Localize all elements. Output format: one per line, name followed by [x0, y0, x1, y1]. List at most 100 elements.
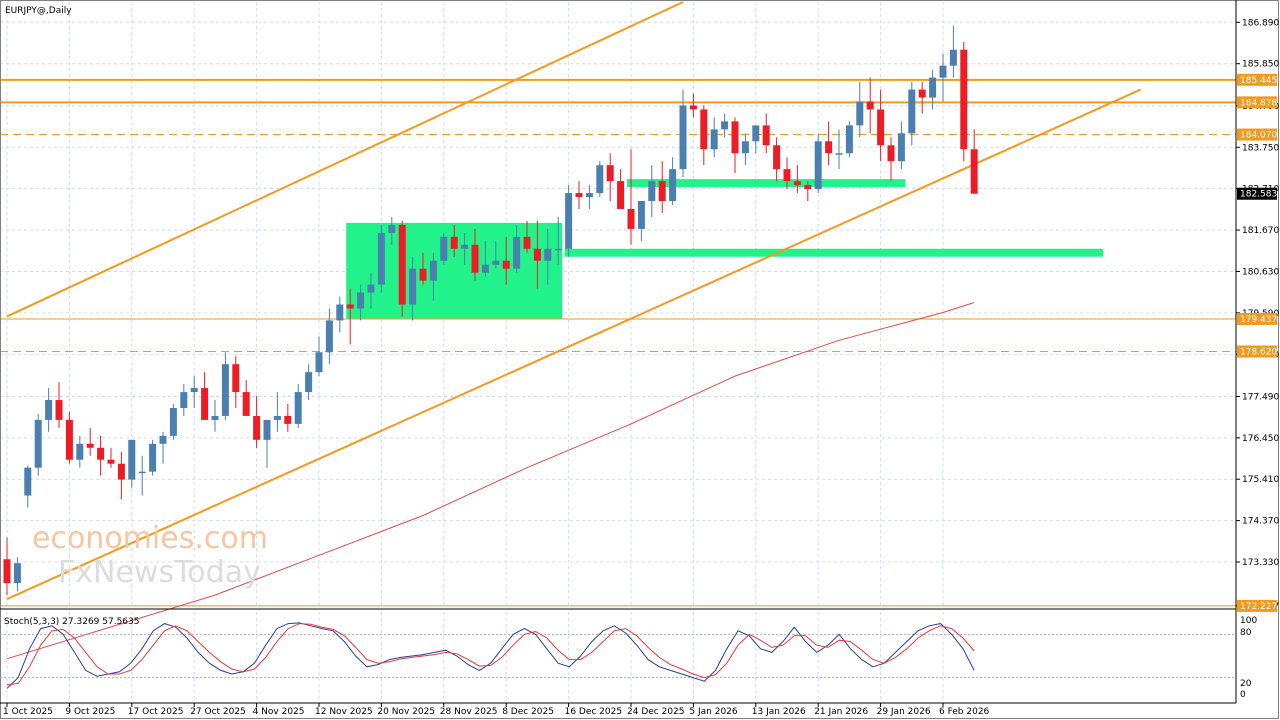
candle: [617, 169, 625, 209]
candlesticks: [3, 25, 978, 596]
candle-body: [180, 392, 188, 408]
candle: [752, 125, 760, 154]
candle-body: [908, 89, 916, 134]
candle: [960, 41, 968, 162]
candle: [575, 181, 583, 209]
stoch-axis-label: 20: [1240, 679, 1252, 689]
candle-body: [700, 109, 708, 150]
candle-body: [253, 415, 261, 440]
price-tag-label: 172.227: [1240, 602, 1277, 612]
candle-body: [669, 169, 677, 202]
candle: [596, 161, 604, 198]
candle-body: [429, 260, 437, 281]
candle: [409, 256, 417, 321]
candle-body: [357, 292, 365, 309]
candle: [367, 272, 375, 309]
candle-body: [773, 145, 781, 170]
candle: [45, 388, 53, 432]
candle: [825, 121, 833, 166]
candle-body: [409, 268, 417, 305]
candle-body: [502, 260, 510, 269]
watermark-line2: FxNewsToday: [58, 555, 261, 590]
candle: [65, 411, 73, 464]
x-tick-label: 21 Jan 2026: [814, 707, 868, 717]
candle-body: [232, 364, 240, 393]
candle-body: [741, 141, 749, 154]
candle: [866, 77, 874, 134]
price-tag-label: 184.070: [1240, 131, 1277, 141]
candle-body: [804, 185, 812, 190]
candle: [253, 396, 261, 448]
candle-body: [221, 364, 229, 416]
price-tag: [1237, 312, 1277, 325]
chart-title: EURJPY@,Daily: [5, 6, 72, 16]
candle-body: [97, 447, 105, 460]
price-tags: 185.445 184.878 184.070 179.437 178.620 172.2…: [1237, 73, 1277, 612]
candle: [388, 216, 396, 245]
candle-body: [336, 304, 344, 321]
candle-body: [325, 320, 333, 353]
candle-body: [877, 109, 885, 146]
candle: [76, 435, 84, 468]
candle-body: [367, 284, 375, 293]
candle: [305, 364, 313, 401]
candle-body: [783, 169, 791, 182]
candle-body: [107, 459, 115, 464]
candle-body: [377, 232, 385, 285]
candle-body: [305, 372, 313, 393]
candle-body: [3, 559, 11, 584]
candle-body: [34, 419, 42, 468]
candle: [845, 121, 853, 158]
stoch-axis-label: 80: [1240, 628, 1252, 638]
candle-body: [242, 392, 250, 416]
y-tick-label: 183.750: [1242, 143, 1279, 153]
candle-body: [825, 141, 833, 154]
candle: [97, 435, 105, 476]
candle-body: [679, 105, 687, 170]
y-tick-label: 175.410: [1242, 475, 1279, 485]
candle: [710, 117, 718, 158]
candle: [783, 157, 791, 190]
x-tick-label: 8 Dec 2025: [502, 707, 554, 717]
time-axis: 1 Oct 2025 9 Oct 2025 17 Oct 2025 27 Oct 20…: [3, 703, 990, 717]
sma-line: [6, 302, 975, 660]
candle: [929, 69, 937, 110]
candle: [700, 105, 708, 166]
price-tag-label: 182.583: [1240, 190, 1277, 200]
y-tick-label: 186.890: [1242, 18, 1279, 28]
candle-body: [13, 563, 21, 584]
candle: [34, 413, 42, 476]
candle-body: [190, 388, 198, 393]
candle-body: [949, 49, 957, 66]
candle: [201, 372, 209, 420]
candle: [429, 252, 437, 301]
candle-body: [65, 419, 73, 460]
candle: [773, 137, 781, 182]
candle: [897, 121, 905, 170]
x-tick-label: 16 Dec 2025: [565, 707, 623, 717]
candle: [336, 296, 344, 333]
candle: [939, 53, 947, 102]
candle: [284, 404, 292, 432]
candle-body: [637, 201, 645, 229]
price-tag: [1237, 599, 1277, 612]
moving-average: [6, 302, 975, 660]
candle: [13, 557, 21, 592]
candle: [949, 25, 957, 78]
candle: [513, 224, 521, 273]
candle-body: [554, 248, 562, 251]
candle-body: [689, 105, 697, 110]
x-tick-label: 13 Jan 2026: [752, 707, 806, 717]
candle: [55, 382, 63, 428]
candle-body: [918, 89, 926, 98]
candle-body: [388, 224, 396, 233]
candle-body: [617, 181, 625, 209]
candle-body: [471, 244, 479, 273]
candle-body: [76, 443, 84, 460]
candle: [419, 252, 427, 285]
candle-body: [627, 208, 635, 229]
candle: [377, 224, 385, 293]
candle: [169, 404, 177, 440]
